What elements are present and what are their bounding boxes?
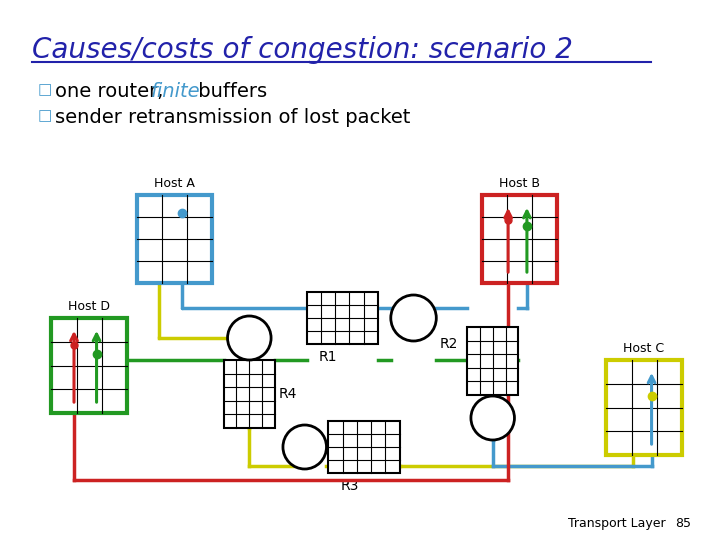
Text: Host D: Host D — [68, 300, 110, 313]
Text: Causes/costs of congestion: scenario 2: Causes/costs of congestion: scenario 2 — [32, 36, 572, 64]
Bar — [328, 421, 400, 473]
Text: R2: R2 — [440, 337, 459, 351]
Text: 85: 85 — [675, 517, 690, 530]
Circle shape — [471, 396, 515, 440]
Bar — [51, 318, 127, 413]
Text: Transport Layer: Transport Layer — [568, 517, 665, 530]
Text: R3: R3 — [341, 479, 359, 493]
Bar — [307, 292, 378, 344]
Text: □: □ — [37, 108, 52, 123]
Text: Host C: Host C — [624, 342, 665, 355]
Text: sender retransmission of lost packet: sender retransmission of lost packet — [55, 108, 411, 127]
Circle shape — [391, 295, 436, 341]
Bar — [606, 360, 682, 455]
Circle shape — [228, 316, 271, 360]
Text: buffers: buffers — [192, 82, 267, 101]
Text: one router,: one router, — [55, 82, 170, 101]
Bar — [467, 327, 518, 395]
Bar — [482, 195, 557, 283]
Text: finite: finite — [150, 82, 200, 101]
Circle shape — [283, 425, 326, 469]
Text: R4: R4 — [279, 387, 297, 401]
Text: Host B: Host B — [499, 177, 540, 190]
Text: Host A: Host A — [153, 177, 194, 190]
Bar — [137, 195, 212, 283]
Bar — [224, 360, 275, 428]
Text: R1: R1 — [319, 350, 337, 364]
Text: □: □ — [37, 82, 52, 97]
